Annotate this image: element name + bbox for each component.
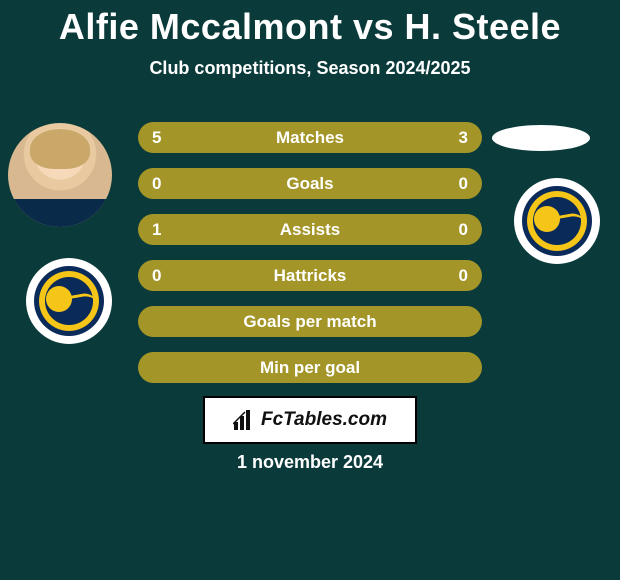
stat-row-assists: 1 Assists 0	[138, 214, 482, 245]
bar-chart-icon	[233, 410, 255, 430]
stat-label: Matches	[276, 128, 344, 148]
stat-right-value: 3	[459, 128, 468, 148]
subtitle: Club competitions, Season 2024/2025	[0, 58, 620, 79]
watermark: FcTables.com	[203, 396, 417, 444]
date-text: 1 november 2024	[0, 452, 620, 473]
stat-label: Assists	[280, 220, 340, 240]
stat-label: Goals	[286, 174, 333, 194]
stat-right-value: 0	[459, 220, 468, 240]
player-right-avatar	[492, 125, 590, 151]
stat-label: Hattricks	[274, 266, 347, 286]
stat-left-value: 0	[152, 266, 161, 286]
stat-label: Goals per match	[243, 312, 376, 332]
stats-table: 5 Matches 3 0 Goals 0 1 Assists 0 0 Hatt…	[138, 122, 482, 398]
stat-row-goals-per-match: Goals per match	[138, 306, 482, 337]
mariners-crest-icon	[522, 186, 592, 256]
stat-right-value: 0	[459, 174, 468, 194]
page-title: Alfie Mccalmont vs H. Steele	[0, 0, 620, 48]
stat-left-value: 5	[152, 128, 161, 148]
stat-row-matches: 5 Matches 3	[138, 122, 482, 153]
stat-row-hattricks: 0 Hattricks 0	[138, 260, 482, 291]
stat-label: Min per goal	[260, 358, 360, 378]
stat-left-value: 1	[152, 220, 161, 240]
mariners-crest-icon	[34, 266, 104, 336]
watermark-text: FcTables.com	[261, 409, 387, 431]
club-badge-right	[514, 178, 600, 264]
stat-left-value: 0	[152, 174, 161, 194]
stat-row-goals: 0 Goals 0	[138, 168, 482, 199]
club-badge-left	[26, 258, 112, 344]
stat-right-value: 0	[459, 266, 468, 286]
player-left-avatar	[8, 123, 112, 227]
stat-row-min-per-goal: Min per goal	[138, 352, 482, 383]
